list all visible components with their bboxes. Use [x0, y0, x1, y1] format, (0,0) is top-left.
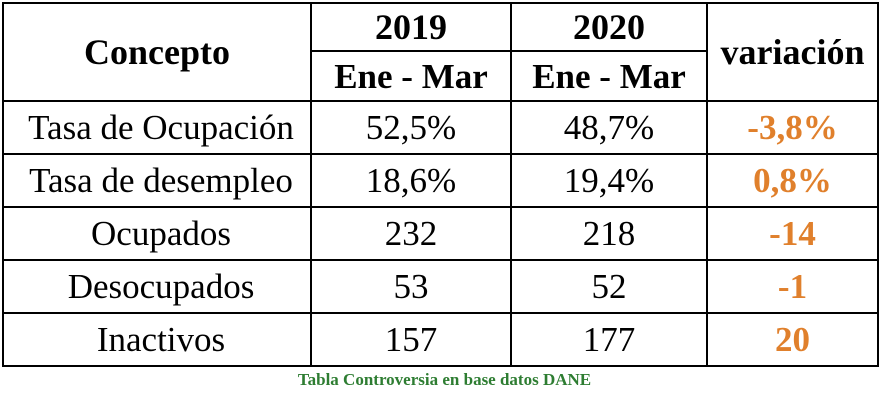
row-value-2019: 52,5%: [310, 100, 512, 155]
header-period-2019: Ene - Mar: [310, 50, 512, 102]
row-variation: -3,8%: [706, 100, 879, 155]
header-concept: Concepto: [2, 2, 312, 102]
table-caption: Tabla Controversia en base datos DANE: [297, 370, 592, 389]
table-row: Inactivos 157 177 20: [2, 312, 879, 367]
header-variation: variación: [706, 2, 879, 102]
row-value-2020: 48,7%: [510, 100, 708, 155]
header-year-2019: 2019: [310, 2, 512, 52]
row-value-2020: 19,4%: [510, 153, 708, 208]
row-variation: -14: [706, 206, 879, 261]
table-row: Tasa de desempleo 18,6% 19,4% 0,8%: [2, 153, 879, 208]
row-value-2020: 52: [510, 259, 708, 314]
header-year-2020: 2020: [510, 2, 708, 52]
table-row: Desocupados 53 52 -1: [2, 259, 879, 314]
row-value-2019: 18,6%: [310, 153, 512, 208]
table-row: Tasa de Ocupación 52,5% 48,7% -3,8%: [2, 100, 879, 155]
row-concept: Tasa de desempleo: [2, 153, 312, 208]
row-value-2020: 218: [510, 206, 708, 261]
row-value-2019: 53: [310, 259, 512, 314]
row-concept: Tasa de Ocupación: [2, 100, 312, 155]
row-variation: 0,8%: [706, 153, 879, 208]
row-value-2019: 232: [310, 206, 512, 261]
employment-table: Concepto 2019 2020 variación Ene - Mar E…: [2, 2, 879, 367]
row-value-2019: 157: [310, 312, 512, 367]
table-row: Ocupados 232 218 -14: [2, 206, 879, 261]
header-period-2020: Ene - Mar: [510, 50, 708, 102]
header-row-years: Concepto 2019 2020 variación: [2, 2, 879, 102]
row-concept: Ocupados: [2, 206, 312, 261]
row-concept: Inactivos: [2, 312, 312, 367]
row-variation: -1: [706, 259, 879, 314]
row-variation: 20: [706, 312, 879, 367]
row-concept: Desocupados: [2, 259, 312, 314]
header-row-periods: Ene - Mar Ene - Mar: [3, 50, 878, 102]
row-value-2020: 177: [510, 312, 708, 367]
